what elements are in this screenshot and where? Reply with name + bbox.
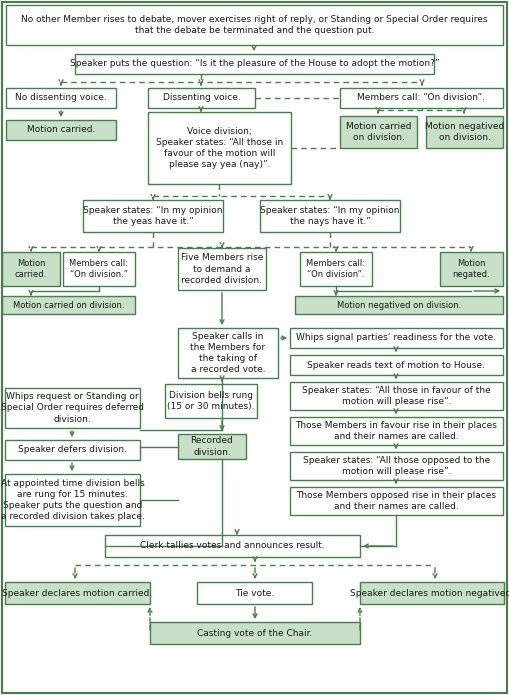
Text: No other Member rises to debate, mover exercises right of reply, or Standing or : No other Member rises to debate, mover e… (21, 15, 488, 35)
Text: Members call:
“On division”.: Members call: “On division”. (306, 259, 365, 279)
Text: Motion negatived
on division.: Motion negatived on division. (425, 122, 504, 142)
Text: At appointed time division bells
are rung for 15 minutes.
Speaker puts the quest: At appointed time division bells are run… (1, 479, 145, 521)
Bar (75, 54, 434, 74)
Bar (260, 200, 400, 232)
Text: Speaker states: “All those opposed to the
motion will please rise”.: Speaker states: “All those opposed to th… (303, 456, 490, 476)
Bar (83, 200, 223, 232)
Bar (5, 582, 150, 604)
Text: Motion
carried.: Motion carried. (15, 259, 47, 279)
Bar (360, 582, 504, 604)
Text: No dissenting voice.: No dissenting voice. (15, 94, 107, 102)
Text: Motion carried
on division.: Motion carried on division. (346, 122, 411, 142)
Text: Motion carried.: Motion carried. (27, 126, 95, 135)
Text: Voice division;
Speaker states: “All those in
favour of the motion will
please s: Voice division; Speaker states: “All tho… (156, 127, 283, 169)
Bar (2, 252, 60, 286)
Bar (340, 116, 417, 148)
Bar (6, 120, 116, 140)
Text: Dissenting voice.: Dissenting voice. (162, 94, 240, 102)
Text: Speaker declares motion negatived.: Speaker declares motion negatived. (350, 589, 509, 598)
Text: Motion carried on division.: Motion carried on division. (13, 300, 124, 309)
Text: Speaker states: “In my opinion
the nays have it.”: Speaker states: “In my opinion the nays … (260, 206, 400, 226)
Bar (300, 252, 372, 286)
Text: Whips signal parties’ readiness for the vote.: Whips signal parties’ readiness for the … (296, 334, 497, 343)
Bar (178, 328, 278, 378)
Text: Speaker declares motion carried.: Speaker declares motion carried. (3, 589, 153, 598)
Text: Whips request or Standing or
Special Order requires deferred
division.: Whips request or Standing or Special Ord… (1, 393, 144, 423)
Text: Five Members rise
to demand a
recorded division.: Five Members rise to demand a recorded d… (181, 254, 263, 284)
Bar (290, 382, 503, 410)
Bar (197, 582, 312, 604)
Bar (290, 355, 503, 375)
Bar (440, 252, 503, 286)
Bar (6, 5, 503, 45)
Bar (290, 417, 503, 445)
Text: Motion
negated.: Motion negated. (453, 259, 490, 279)
Bar (295, 296, 503, 314)
Bar (290, 328, 503, 348)
Bar (2, 296, 135, 314)
Text: Speaker states: “All those in favour of the
motion will please rise”.: Speaker states: “All those in favour of … (302, 386, 491, 406)
Bar (63, 252, 135, 286)
Text: Speaker states: “In my opinion
the yeas have it.”: Speaker states: “In my opinion the yeas … (83, 206, 223, 226)
Bar (5, 474, 140, 526)
Bar (5, 388, 140, 428)
Bar (165, 384, 257, 418)
Text: Those Members opposed rise in their places
and their names are called.: Those Members opposed rise in their plac… (297, 491, 496, 511)
Bar (5, 440, 140, 460)
Text: Casting vote of the Chair.: Casting vote of the Chair. (197, 628, 313, 637)
Bar (148, 112, 291, 184)
Text: Speaker defers division.: Speaker defers division. (18, 445, 127, 455)
Text: Speaker calls in
the Members for
the taking of
a recorded vote.: Speaker calls in the Members for the tak… (190, 332, 266, 374)
Text: Members call: “On division”.: Members call: “On division”. (357, 94, 486, 102)
Bar (290, 452, 503, 480)
Text: Speaker puts the question: “Is it the pleasure of the House to adopt the motion?: Speaker puts the question: “Is it the pl… (70, 60, 439, 69)
Bar (150, 622, 360, 644)
Bar (178, 434, 246, 459)
Bar (6, 88, 116, 108)
Text: Tie vote.: Tie vote. (235, 589, 274, 598)
Bar (148, 88, 255, 108)
Text: Division bells rung
(15 or 30 minutes).: Division bells rung (15 or 30 minutes). (167, 391, 254, 411)
Bar (105, 535, 360, 557)
Bar (290, 487, 503, 515)
Text: Motion negatived on division.: Motion negatived on division. (337, 300, 461, 309)
Text: Those Members in favour rise in their places
and their names are called.: Those Members in favour rise in their pl… (296, 421, 497, 441)
Text: Clerk tallies votes and announces result.: Clerk tallies votes and announces result… (140, 541, 325, 550)
Text: Members call:
“On division.”: Members call: “On division.” (70, 259, 128, 279)
Text: Recorded
division.: Recorded division. (191, 436, 233, 457)
Bar (178, 248, 266, 290)
Bar (426, 116, 503, 148)
Text: Speaker reads text of motion to House.: Speaker reads text of motion to House. (307, 361, 486, 370)
Bar (340, 88, 503, 108)
